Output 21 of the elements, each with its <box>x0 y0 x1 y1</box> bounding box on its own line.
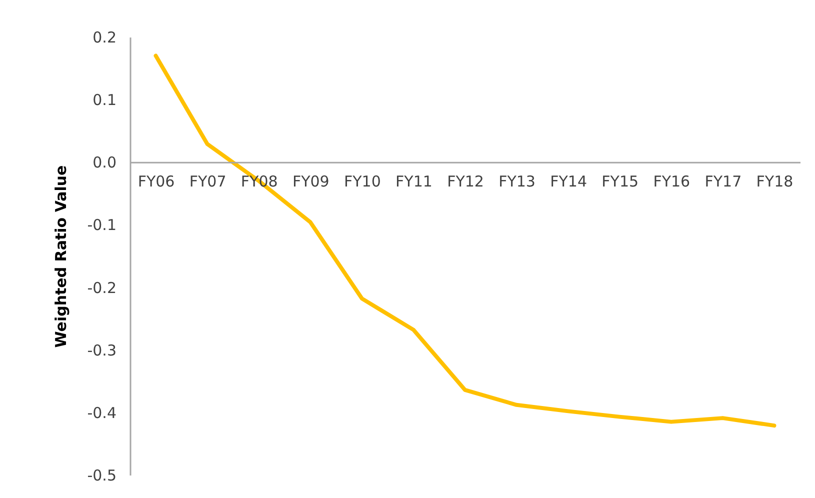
x-tick-label: FY18 <box>756 172 794 191</box>
y-tick-label: -0.4 <box>87 404 116 422</box>
x-tick-label: FY15 <box>602 172 639 191</box>
x-tick-label: FY07 <box>189 172 226 191</box>
x-tick-label: FY09 <box>292 172 330 191</box>
x-tick-label: FY12 <box>447 172 484 191</box>
x-tick-label: FY14 <box>550 172 588 191</box>
x-tick-label: FY10 <box>344 172 381 191</box>
y-tick-label: 0.0 <box>92 154 116 172</box>
x-tick-label: FY06 <box>138 172 175 191</box>
y-tick-label: 0.2 <box>92 28 116 46</box>
y-tick-label: -0.1 <box>87 216 116 234</box>
x-tick-label: FY16 <box>653 172 690 191</box>
y-axis-title: Weighted Ratio Value <box>52 165 70 348</box>
y-tick-label: 0.1 <box>92 91 116 110</box>
x-tick-label: FY17 <box>704 172 742 191</box>
y-tick-label: -0.3 <box>87 341 116 360</box>
x-tick-label: FY11 <box>396 172 432 191</box>
x-tick-label: FY13 <box>498 172 536 191</box>
y-tick-label: -0.2 <box>87 278 116 297</box>
y-tick-label: -0.5 <box>87 466 116 484</box>
